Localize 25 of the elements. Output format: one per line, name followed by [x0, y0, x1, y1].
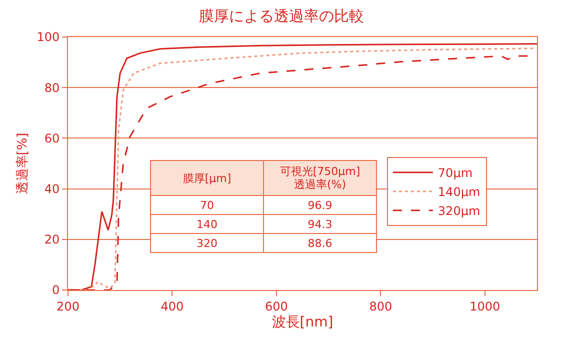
legend-label: 70μm: [438, 166, 473, 180]
annotation: 320: [150, 234, 264, 252]
legend-label: 320μm: [438, 204, 480, 218]
y-tick-label: 60: [44, 131, 60, 146]
x-axis-title: 波長[nm]: [272, 314, 334, 331]
x-tick-label: 200: [56, 299, 80, 314]
annotation: 96.9: [264, 196, 376, 214]
annotation: 可視光[750μm] 透過率(%): [264, 160, 376, 196]
annotation: 70: [150, 196, 264, 214]
y-tick-label: 40: [44, 182, 60, 196]
annotation: 88.6: [264, 234, 376, 252]
x-tick-label: 1000: [470, 299, 500, 314]
y-tick-label: 80: [44, 80, 60, 95]
annotation: 膜厚[μm]: [150, 160, 264, 196]
y-tick-label: 100: [36, 30, 60, 44]
x-tick-label: 800: [369, 299, 392, 314]
chart-title: 膜厚による透過率の比較: [199, 6, 364, 25]
annotation: 140: [150, 214, 264, 234]
x-tick-label: 400: [160, 299, 184, 314]
y-tick-label: 20: [44, 232, 60, 247]
annotation: 94.3: [264, 214, 376, 234]
y-tick-label: 0: [52, 283, 60, 298]
x-tick-label: 600: [264, 299, 288, 314]
y-axis-title: 透過率[%]: [14, 132, 31, 194]
legend-label: 140μm: [438, 185, 480, 200]
